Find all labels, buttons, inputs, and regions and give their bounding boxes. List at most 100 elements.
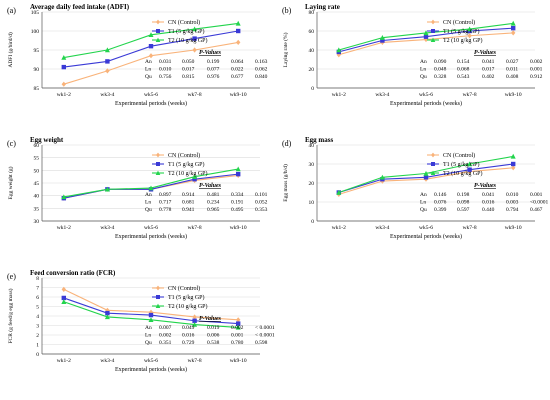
y-tick-label: 45: [34, 181, 40, 187]
y-tick-label: 30: [34, 219, 40, 225]
pvalue-cell: 0.031: [159, 59, 172, 65]
pvalue-cell: 0.001: [231, 333, 244, 339]
pvalues-row-label: Qu: [420, 207, 427, 213]
pvalues-row-label: An: [145, 59, 152, 65]
pvalue-cell: 0.010: [506, 192, 519, 198]
y-tick-label: 100: [31, 29, 40, 35]
legend-entry: T1 (5 g/kg GP): [168, 28, 205, 35]
legend-marker: [156, 29, 160, 33]
pvalue-cell: 0.729: [182, 340, 195, 346]
data-point-2-0: [336, 189, 342, 195]
pvalues-header: P-Values: [474, 183, 497, 189]
pvalues-row-label: Ln: [420, 200, 426, 206]
pvalues-row-label: Qu: [145, 340, 152, 346]
legend-marker: [431, 19, 435, 25]
y-axis-label: ADFI (g/bird/d): [7, 32, 14, 67]
data-point-2-0: [61, 55, 67, 60]
pvalue-cell: 0.912: [530, 74, 543, 80]
y-tick-label: 95: [34, 48, 40, 54]
data-point-1-4: [511, 25, 516, 31]
legend-entry: CN (Control): [443, 152, 475, 159]
data-point-2-3: [192, 26, 198, 32]
data-point-1-1: [105, 310, 110, 316]
data-point-2-2: [148, 185, 154, 191]
y-tick-label: 40: [309, 143, 315, 149]
data-point-0-1: [105, 68, 110, 74]
pvalue-cell: 0.064: [231, 59, 244, 65]
x-tick-label: wk9-10: [230, 92, 247, 98]
pvalue-cell: 0.002: [530, 59, 543, 65]
data-point-1-4: [511, 161, 516, 167]
pvalue-cell: 0.048: [434, 67, 447, 73]
pvalues-row-label: Ln: [145, 200, 151, 206]
pvalue-cell: 0.481: [207, 192, 220, 198]
pvalue-cell: 0.001: [530, 67, 543, 73]
x-axis-label: Experimental periods (weeks): [390, 100, 462, 107]
x-tick-label: wk3-4: [100, 92, 114, 98]
legend-marker: [430, 170, 436, 175]
x-tick-label: wk3-4: [375, 225, 389, 231]
data-point-2-0: [61, 299, 67, 304]
data-point-2-3: [192, 321, 198, 327]
x-tick-label: wk9-10: [505, 92, 522, 98]
pvalue-cell: 0.840: [255, 74, 268, 80]
pvalue-cell: 0.006: [207, 333, 220, 339]
pvalue-cell: 0.681: [182, 200, 195, 206]
x-axis-label: Experimental periods (weeks): [390, 233, 462, 240]
pvalue-cell: 0.010: [159, 67, 172, 73]
x-tick-label: wk1-2: [57, 225, 71, 231]
pvalue-cell: 0.756: [159, 74, 172, 80]
pvalue-cell: 0.351: [159, 340, 172, 346]
pvalue-cell: 0.022: [231, 67, 244, 73]
pvalue-cell: 0.191: [231, 200, 244, 206]
pvalue-cell: 0.334: [231, 192, 244, 198]
pvalue-cell: 0.597: [457, 207, 470, 213]
pvalue-cell: 0.050: [182, 59, 195, 65]
pvalue-cell: 0.003: [506, 200, 519, 206]
pvalues-row-label: An: [420, 192, 427, 198]
data-point-0-3: [467, 33, 472, 39]
legend-entry: T1 (5 g/kg GP): [168, 161, 205, 168]
pvalue-cell: 0.402: [482, 74, 495, 80]
pvalue-cell: 0.815: [182, 74, 195, 80]
x-tick-label: wk5-6: [419, 92, 433, 98]
pvalue-cell: 0.467: [530, 207, 543, 213]
pvalue-cell: 0.002: [159, 333, 172, 339]
pvalue-cell: 0.098: [457, 200, 470, 206]
data-point-1-4: [236, 171, 241, 177]
x-tick-label: wk7-8: [188, 92, 202, 98]
y-tick-label: 4: [36, 314, 39, 320]
data-point-2-4: [510, 20, 516, 26]
data-point-1-4: [236, 28, 241, 34]
x-tick-label: wk7-8: [463, 92, 477, 98]
data-point-1-1: [105, 59, 110, 64]
pvalue-cell: 0.199: [207, 59, 220, 65]
pvalue-cell: 0.328: [434, 74, 447, 80]
x-tick-label: wk3-4: [100, 225, 114, 231]
pvalue-cell: 0.049: [182, 325, 195, 331]
y-tick-label: 5: [36, 305, 39, 311]
panel-3: (d) Egg mass 0 10 20 30 40 wk1-2 wk3-4 wk5-6 wk7-8…: [282, 136, 548, 240]
legend-entry: T2 (10 g/kg GP): [443, 37, 483, 44]
pvalue-cell: 0.027: [506, 59, 519, 65]
pvalue-cell: 0.234: [207, 200, 220, 206]
pvalues-header: P-Values: [474, 50, 497, 56]
pvalue-cell: <0.0001: [530, 200, 548, 206]
legend-entry: T1 (5 g/kg GP): [168, 294, 205, 301]
legend-entry: CN (Control): [168, 285, 200, 292]
y-tick-label: 80: [309, 10, 315, 16]
pvalue-cell: 0.076: [434, 200, 447, 206]
y-tick-label: 8: [36, 276, 39, 282]
data-point-2-1: [379, 174, 385, 180]
data-point-2-3: [192, 174, 198, 179]
y-axis-label: Egg weight (g): [7, 166, 14, 199]
y-tick-label: 40: [309, 48, 315, 54]
legend-marker: [156, 285, 160, 291]
pvalue-cell: 0.017: [182, 67, 195, 73]
legend-entry: T1 (5 g/kg GP): [443, 161, 480, 168]
pvalue-cell: 0.717: [159, 200, 172, 206]
pvalues-row-label: Ln: [420, 67, 426, 73]
pvalue-cell: 0.440: [482, 207, 495, 213]
data-point-2-4: [235, 166, 241, 172]
